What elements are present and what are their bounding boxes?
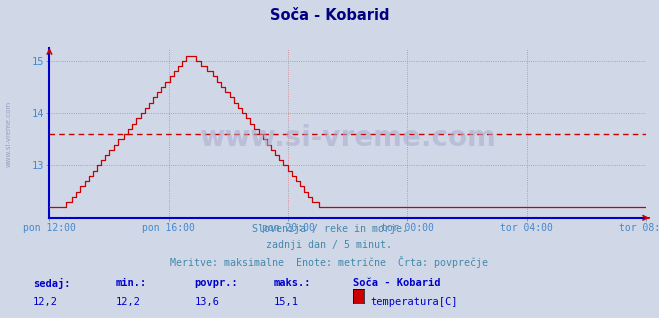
Text: sedaj:: sedaj:	[33, 278, 71, 289]
Text: 15,1: 15,1	[273, 297, 299, 307]
Text: 12,2: 12,2	[33, 297, 58, 307]
Text: 12,2: 12,2	[115, 297, 140, 307]
Text: maks.:: maks.:	[273, 278, 311, 288]
Text: Soča - Kobarid: Soča - Kobarid	[270, 8, 389, 23]
Text: zadnji dan / 5 minut.: zadnji dan / 5 minut.	[266, 240, 393, 250]
Text: www.si-vreme.com: www.si-vreme.com	[5, 100, 11, 167]
Text: povpr.:: povpr.:	[194, 278, 238, 288]
Text: min.:: min.:	[115, 278, 146, 288]
Text: 13,6: 13,6	[194, 297, 219, 307]
Text: Meritve: maksimalne  Enote: metrične  Črta: povprečje: Meritve: maksimalne Enote: metrične Črta…	[171, 256, 488, 268]
Text: Soča - Kobarid: Soča - Kobarid	[353, 278, 440, 288]
Text: Slovenija / reke in morje.: Slovenija / reke in morje.	[252, 224, 407, 234]
Text: temperatura[C]: temperatura[C]	[370, 297, 458, 307]
Text: www.si-vreme.com: www.si-vreme.com	[199, 124, 496, 152]
